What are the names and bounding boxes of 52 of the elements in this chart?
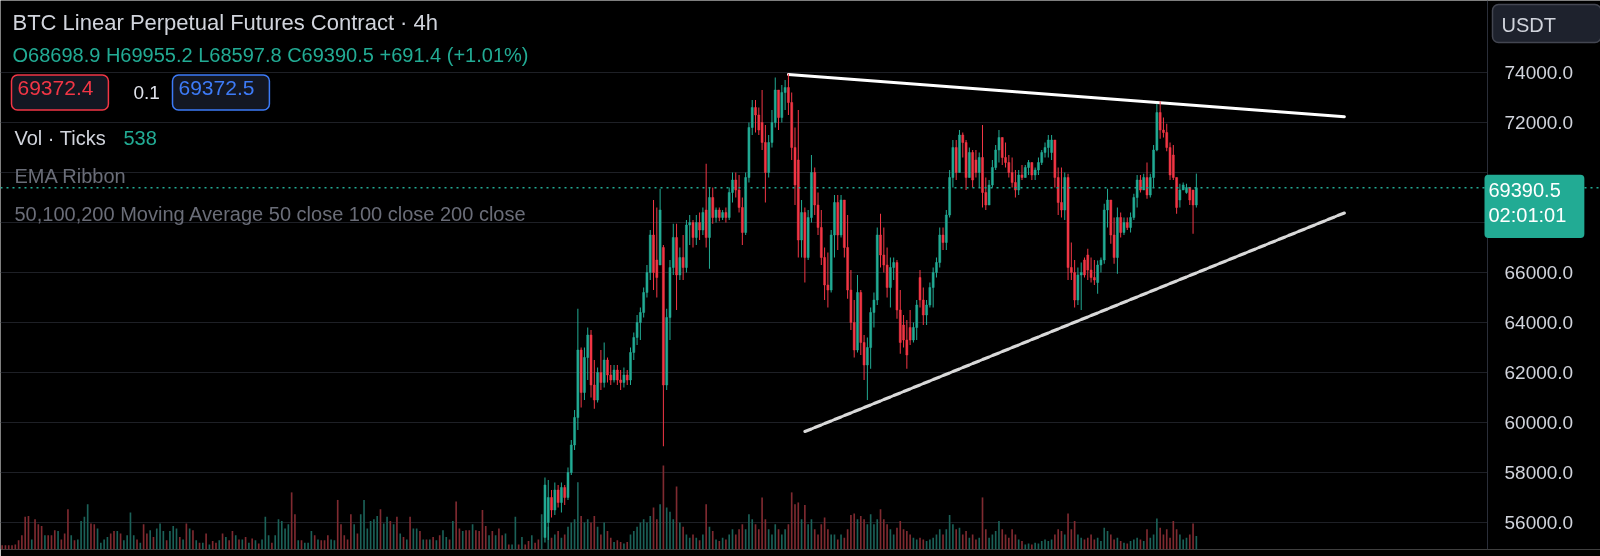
candlestick — [1158, 100, 1162, 140]
line-series — [786, 73, 1346, 119]
annotation: EMA Ribbon — [14, 164, 126, 187]
candlestick — [599, 349, 603, 391]
chart-title: BTC Linear Perpetual Futures Contract · 4h — [12, 10, 439, 35]
candlestick — [1060, 167, 1063, 218]
candlestick — [701, 207, 705, 236]
candlestick — [1096, 260, 1099, 295]
annotation: 69372.4 — [17, 76, 94, 99]
candlestick — [1119, 212, 1122, 238]
candlestick — [606, 357, 609, 383]
y-axis-title: USDT — [1501, 13, 1556, 36]
annotation: O68698.9 H69955.2 L68597.8 C69390.5 +691.4 (+1.01%) — [12, 43, 529, 66]
y-tick-label: 56000.0 — [1504, 512, 1574, 533]
y-tick-label: 64000.0 — [1504, 312, 1574, 333]
candlestick — [619, 369, 622, 391]
y-tick-label: 74000.0 — [1504, 62, 1574, 83]
candlestick — [1047, 134, 1050, 158]
candlestick — [550, 489, 553, 518]
y-tick-label: 62000.0 — [1504, 362, 1574, 383]
candlestick — [889, 257, 892, 308]
annotation: 50,100,200 Moving Average 50 close 100 close 200 close — [14, 202, 526, 225]
line-series — [803, 211, 1346, 433]
candlestick — [563, 484, 566, 506]
annotation: 69372.5 — [178, 76, 255, 99]
candlestick — [754, 99, 757, 133]
annotation: 538 — [123, 126, 157, 149]
candlestick — [1000, 137, 1004, 166]
y-tick-label: 72000.0 — [1504, 112, 1574, 133]
candlestick — [1086, 248, 1090, 281]
candlestick — [1050, 134, 1053, 161]
candlestick — [553, 482, 557, 516]
y-tick-label: 60000.0 — [1504, 412, 1574, 433]
candlestick — [556, 484, 560, 508]
candlestick — [691, 219, 695, 248]
candlestick — [826, 252, 830, 308]
y-tick-label: 66000.0 — [1504, 262, 1574, 283]
candlestick — [560, 482, 563, 513]
text: 02:01:01 — [1488, 204, 1567, 227]
candlestick — [915, 299, 918, 341]
y-tick-label: 58000.0 — [1504, 462, 1574, 483]
ref-line-label: 69390.5 — [1488, 178, 1561, 201]
candlestick — [941, 227, 945, 251]
candlestick — [602, 342, 606, 388]
candlestick — [698, 212, 701, 241]
candlestick — [695, 214, 698, 246]
candlestick — [616, 364, 619, 386]
candlestick — [678, 247, 682, 281]
annotation: 0.1 — [133, 82, 160, 103]
candlestick — [974, 149, 978, 178]
candlestick — [1093, 259, 1096, 286]
annotation: Vol · Ticks — [14, 126, 106, 149]
